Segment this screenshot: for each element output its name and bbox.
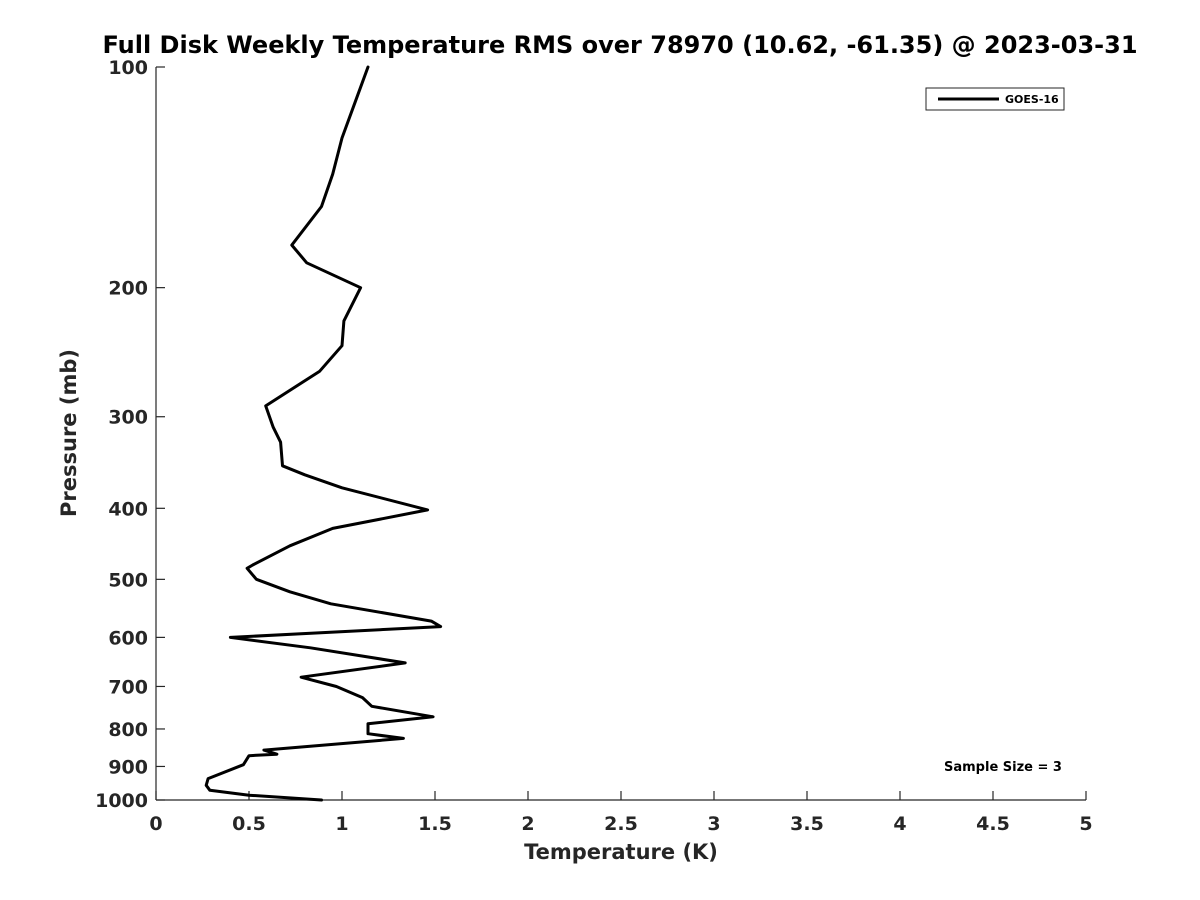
- x-tick-label: 0: [149, 813, 162, 835]
- x-tick-label: 5: [1079, 813, 1092, 835]
- x-axis-label: Temperature (K): [524, 840, 718, 864]
- x-tick-label: 1.5: [418, 813, 452, 835]
- x-tick-label: 3: [707, 813, 720, 835]
- legend: GOES-16: [925, 87, 1065, 111]
- x-tick-label: 0.5: [232, 813, 266, 835]
- x-tick-label: 2: [521, 813, 534, 835]
- series-layer: [204, 65, 443, 802]
- legend-label-goes-16: GOES-16: [1005, 93, 1059, 106]
- x-ticks: 0 0.5 1 1.5 2 2.5 3 3.5 4 4.5 5: [149, 791, 1093, 835]
- sample-size-annotation: Sample Size = 3: [944, 760, 1062, 775]
- x-tick-label: 4: [893, 813, 906, 835]
- x-tick-label: 2.5: [604, 813, 638, 835]
- y-tick-label: 800: [108, 719, 148, 741]
- y-tick-label: 400: [108, 498, 148, 520]
- y-tick-label: 300: [108, 407, 148, 429]
- x-tick-label: 3.5: [790, 813, 824, 835]
- chart-title: Full Disk Weekly Temperature RMS over 78…: [102, 31, 1137, 59]
- x-tick-label: 1: [335, 813, 348, 835]
- y-tick-label: 200: [108, 278, 148, 300]
- y-axis-label: Pressure (mb): [57, 349, 81, 517]
- x-tick-label: 4.5: [976, 813, 1010, 835]
- y-ticks: 100 200 300 400 500 600 700 800 900 1000: [95, 57, 165, 812]
- y-tick-label: 1000: [95, 790, 148, 812]
- y-tick-label: 600: [108, 627, 148, 649]
- series-line-goes-16: [204, 65, 443, 802]
- y-tick-label: 900: [108, 756, 148, 778]
- plot-axes: [155, 67, 1086, 801]
- y-tick-label: 700: [108, 676, 148, 698]
- y-tick-label: 500: [108, 569, 148, 591]
- y-tick-label: 100: [108, 57, 148, 79]
